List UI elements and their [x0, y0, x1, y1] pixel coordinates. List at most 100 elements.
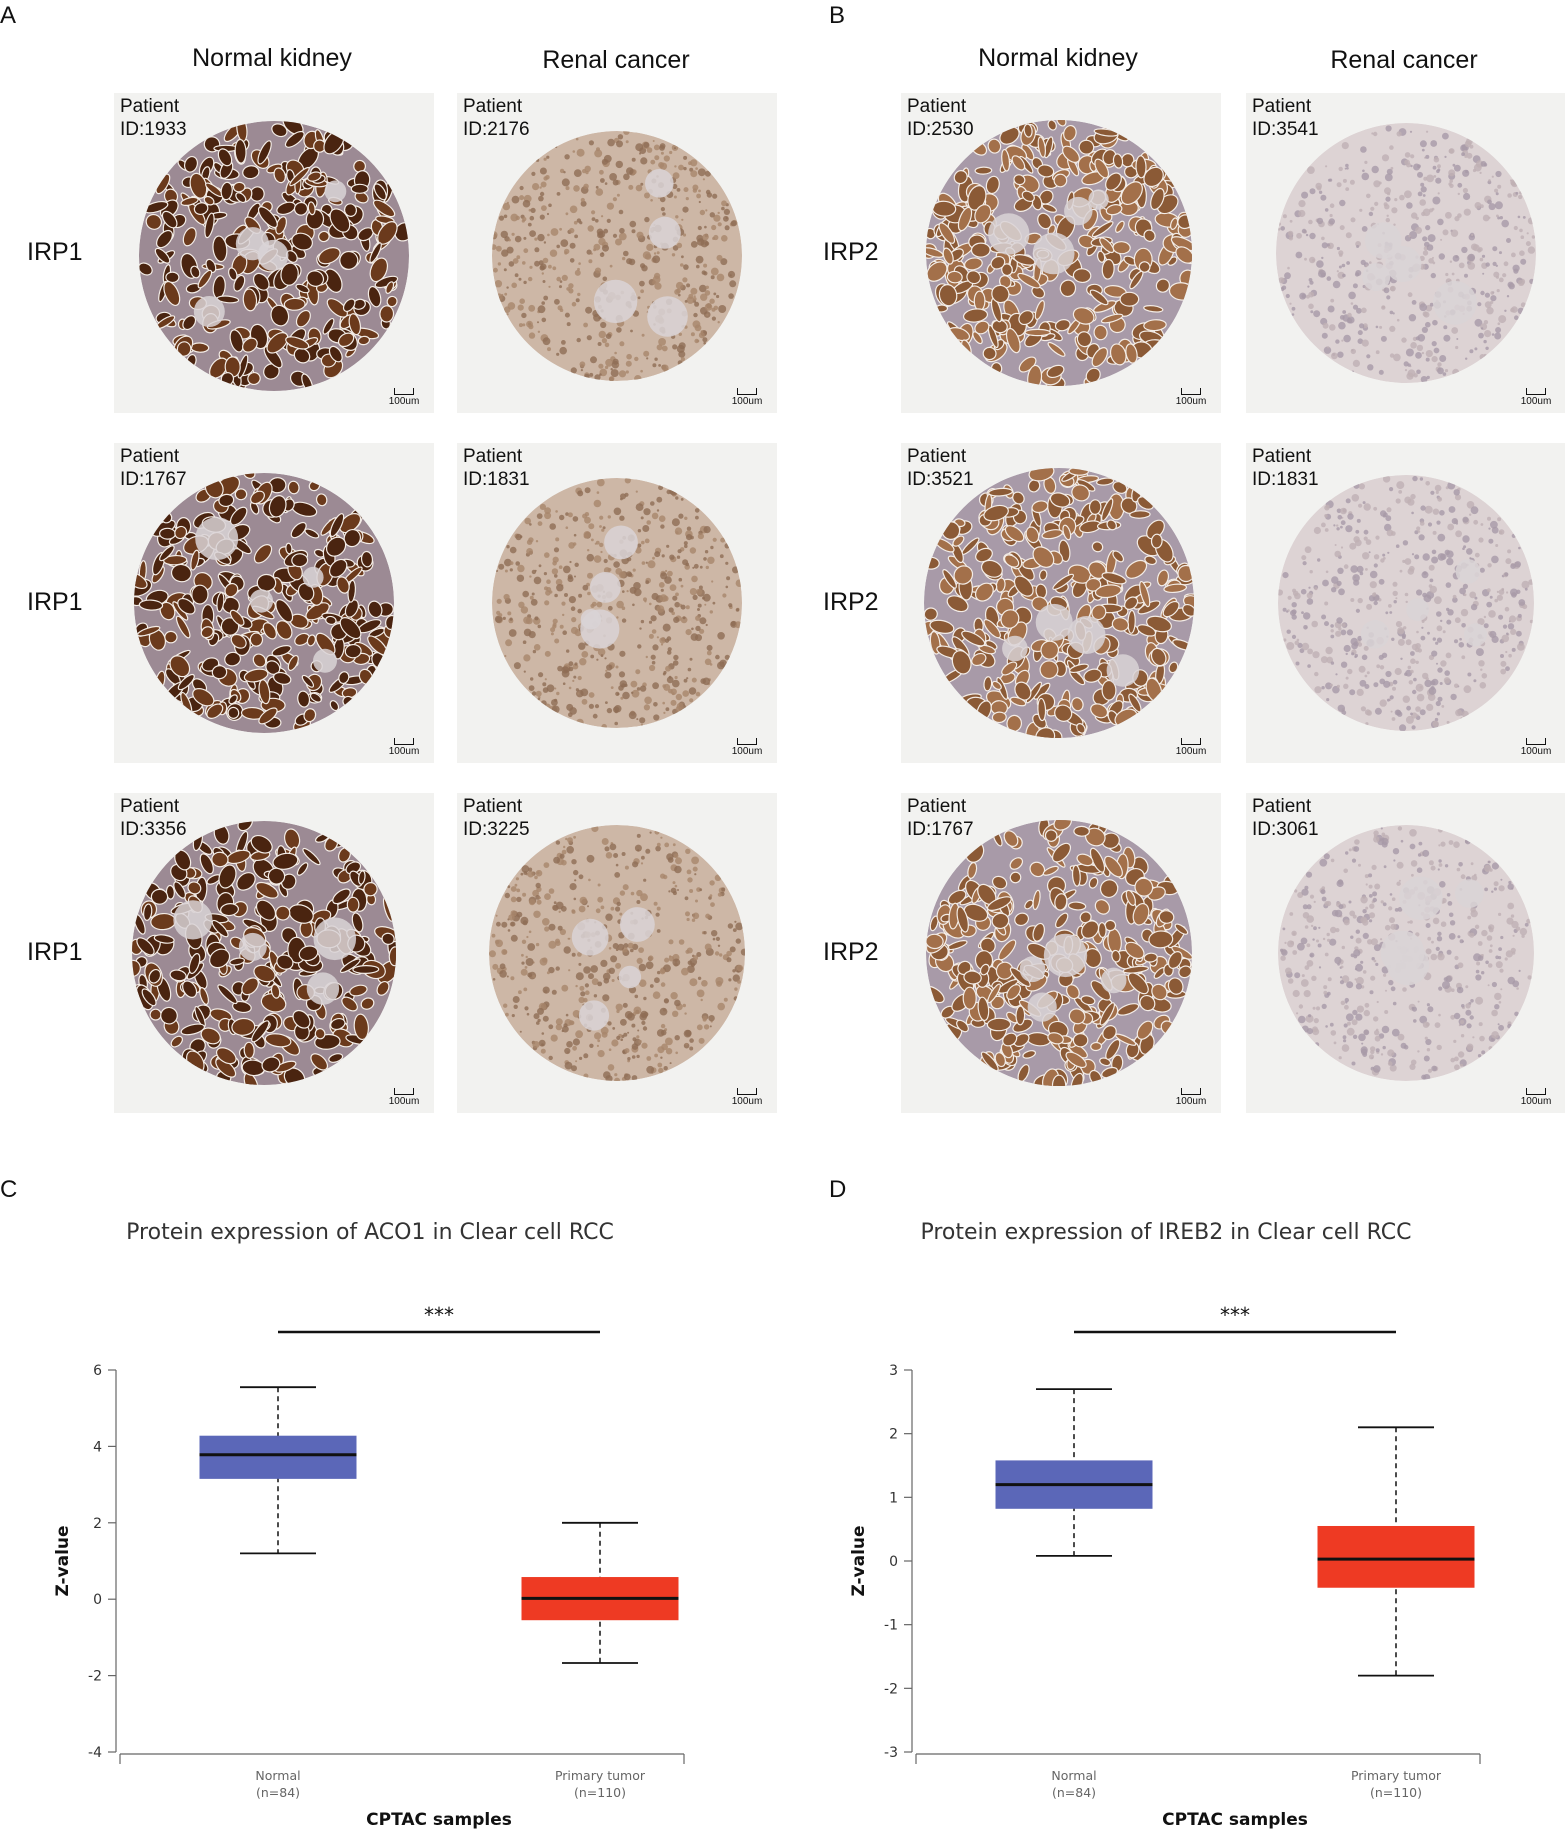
column-header-renal-cancer-b: Renal cancer [1244, 46, 1564, 75]
column-header-normal-kidney-b: Normal kidney [898, 44, 1218, 73]
scale-bar: 100um [384, 388, 424, 407]
y-tick-label: 2 [93, 1516, 102, 1532]
scale-bar-label: 100um [1171, 1096, 1211, 1107]
scale-bar-line [394, 738, 414, 745]
scale-bar-label: 100um [1171, 746, 1211, 757]
tissue-core-drawing [457, 443, 777, 763]
scale-bar: 100um [727, 1088, 767, 1107]
scale-bar-line [737, 1088, 757, 1095]
patient-label: Patient [907, 445, 974, 468]
scale-bar-label: 100um [1516, 396, 1556, 407]
scale-bar-line [394, 1088, 414, 1095]
scale-bar-line [1181, 388, 1201, 395]
y-tick-label: -2 [884, 1681, 898, 1697]
box-ireb2-normal [996, 1389, 1153, 1556]
patient-label: Patient [120, 95, 187, 118]
patient-id: ID:3061 [1252, 818, 1319, 841]
column-header-renal-cancer-a: Renal cancer [456, 46, 776, 75]
scale-bar-line [1526, 1088, 1546, 1095]
panel-letter-d: D [829, 1176, 846, 1204]
scale-bar: 100um [1171, 1088, 1211, 1107]
x-category-count: (n=110) [1370, 1785, 1422, 1800]
significance-stars: *** [1220, 1303, 1250, 1327]
patient-label: Patient [463, 95, 530, 118]
tissue-core-drawing [901, 443, 1221, 763]
scale-bar: 100um [1171, 738, 1211, 757]
panel-letter-a: A [0, 2, 16, 30]
patient-id: ID:2530 [907, 118, 974, 141]
scale-bar: 100um [384, 738, 424, 757]
patient-id: ID:1933 [120, 118, 187, 141]
scale-bar: 100um [384, 1088, 424, 1107]
x-category-label: Normal [1051, 1768, 1096, 1783]
significance-stars: *** [424, 1303, 454, 1327]
row-label-irp1-3: IRP1 [27, 938, 83, 967]
scale-bar-label: 100um [1516, 746, 1556, 757]
row-label-irp2-3: IRP2 [823, 938, 879, 967]
row-label-irp2-1: IRP2 [823, 238, 879, 267]
scale-bar-label: 100um [1171, 396, 1211, 407]
scale-bar-label: 100um [727, 1096, 767, 1107]
patient-label: Patient [1252, 795, 1319, 818]
patient-label: Patient [907, 795, 974, 818]
tissue-core-drawing [457, 793, 777, 1113]
patient-label: Patient [120, 445, 187, 468]
patient-id: ID:1767 [907, 818, 974, 841]
y-tick-label: 1 [889, 1490, 898, 1506]
patient-id: ID:3541 [1252, 118, 1319, 141]
x-category-count: (n=84) [1052, 1785, 1096, 1800]
scale-bar-line [1181, 738, 1201, 745]
scale-bar-label: 100um [727, 746, 767, 757]
scale-bar-label: 100um [384, 396, 424, 407]
box-iqr [1318, 1526, 1475, 1588]
box-aco1-normal [200, 1387, 357, 1553]
patient-id: ID:2176 [463, 118, 530, 141]
x-category-count: (n=84) [256, 1785, 300, 1800]
x-axis-label: CPTAC samples [1162, 1810, 1308, 1830]
box-aco1-primary-tumor [522, 1523, 679, 1663]
patient-label: Patient [120, 795, 187, 818]
x-category-label: Primary tumor [555, 1768, 646, 1783]
tissue-core-drawing [901, 93, 1221, 413]
y-tick-label: 3 [889, 1363, 898, 1379]
patient-label: Patient [463, 795, 530, 818]
y-tick-label: 2 [889, 1427, 898, 1443]
scale-bar-label: 100um [384, 1096, 424, 1107]
scale-bar-line [1181, 1088, 1201, 1095]
y-tick-label: -1 [884, 1618, 898, 1634]
y-tick-label: 6 [93, 1363, 102, 1379]
scale-bar-line [1526, 388, 1546, 395]
y-tick-label: -3 [884, 1745, 898, 1761]
scale-bar: 100um [1516, 1088, 1556, 1107]
y-tick-label: -2 [88, 1669, 102, 1685]
box-iqr [200, 1436, 357, 1479]
scale-bar-label: 100um [384, 746, 424, 757]
box-plot-ireb2-canvas: ***3210-1-2-3Z-valueNormal(n=84)Primary … [816, 1250, 1516, 1830]
row-label-irp1-1: IRP1 [27, 238, 83, 267]
scale-bar: 100um [1516, 738, 1556, 757]
tissue-core-drawing [457, 93, 777, 413]
patient-id: ID:3521 [907, 468, 974, 491]
scale-bar: 100um [1171, 388, 1211, 407]
y-tick-label: 0 [889, 1554, 898, 1570]
panel-letter-c: C [0, 1176, 17, 1204]
tissue-core-drawing [114, 443, 434, 763]
